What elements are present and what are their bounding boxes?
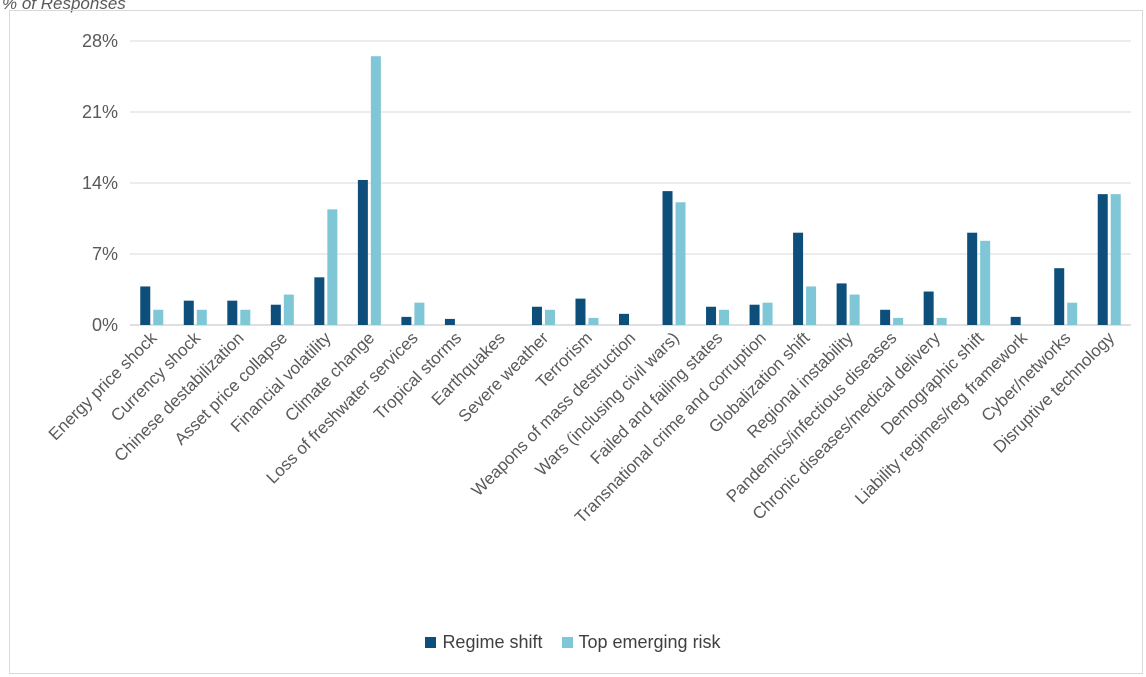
bar-top-emerging-risk	[197, 310, 207, 325]
bar-regime-shift	[1098, 194, 1108, 325]
legend-item-top-emerging-risk: Top emerging risk	[562, 632, 721, 653]
legend-label-top-emerging-risk: Top emerging risk	[579, 632, 721, 653]
bar-top-emerging-risk	[893, 318, 903, 325]
bar-top-emerging-risk	[414, 303, 424, 325]
bar-regime-shift	[227, 301, 237, 325]
bar-regime-shift	[1011, 317, 1021, 325]
bar-top-emerging-risk	[1111, 194, 1121, 325]
bar-top-emerging-risk	[240, 310, 250, 325]
bar-regime-shift	[532, 307, 542, 325]
bar-regime-shift	[793, 233, 803, 325]
bar-regime-shift	[967, 233, 977, 325]
bar-regime-shift	[401, 317, 411, 325]
bar-regime-shift	[619, 314, 629, 325]
bar-regime-shift	[445, 319, 455, 325]
bar-top-emerging-risk	[153, 310, 163, 325]
bar-regime-shift	[358, 180, 368, 325]
bar-top-emerging-risk	[327, 209, 337, 325]
bar-regime-shift	[924, 292, 934, 325]
y-tick-label: 28%	[82, 31, 118, 51]
bar-top-emerging-risk	[1067, 303, 1077, 325]
y-tick-label: 0%	[92, 315, 118, 335]
bar-regime-shift	[750, 305, 760, 325]
y-tick-label: 7%	[92, 244, 118, 264]
y-tick-label: 14%	[82, 173, 118, 193]
bar-regime-shift	[140, 286, 150, 325]
bar-regime-shift	[880, 310, 890, 325]
bar-regime-shift	[184, 301, 194, 325]
legend-item-regime-shift: Regime shift	[425, 632, 542, 653]
bar-top-emerging-risk	[588, 318, 598, 325]
bar-top-emerging-risk	[676, 202, 686, 325]
bar-top-emerging-risk	[763, 303, 773, 325]
bar-top-emerging-risk	[371, 56, 381, 325]
bar-regime-shift	[271, 305, 281, 325]
bar-regime-shift	[706, 307, 716, 325]
bar-top-emerging-risk	[937, 318, 947, 325]
y-tick-label: 21%	[82, 102, 118, 122]
legend-label-regime-shift: Regime shift	[442, 632, 542, 653]
bar-top-emerging-risk	[980, 241, 990, 325]
bar-top-emerging-risk	[850, 295, 860, 325]
bar-regime-shift	[663, 191, 673, 325]
bar-regime-shift	[1054, 268, 1064, 325]
bar-top-emerging-risk	[806, 286, 816, 325]
bar-top-emerging-risk	[719, 310, 729, 325]
legend-swatch-regime-shift	[425, 637, 436, 648]
legend: Regime shift Top emerging risk	[0, 632, 1146, 653]
bar-top-emerging-risk	[284, 295, 294, 325]
bar-top-emerging-risk	[545, 310, 555, 325]
bar-regime-shift	[837, 283, 847, 325]
legend-swatch-top-emerging-risk	[562, 637, 573, 648]
bar-regime-shift	[314, 277, 324, 325]
bar-regime-shift	[575, 299, 585, 325]
